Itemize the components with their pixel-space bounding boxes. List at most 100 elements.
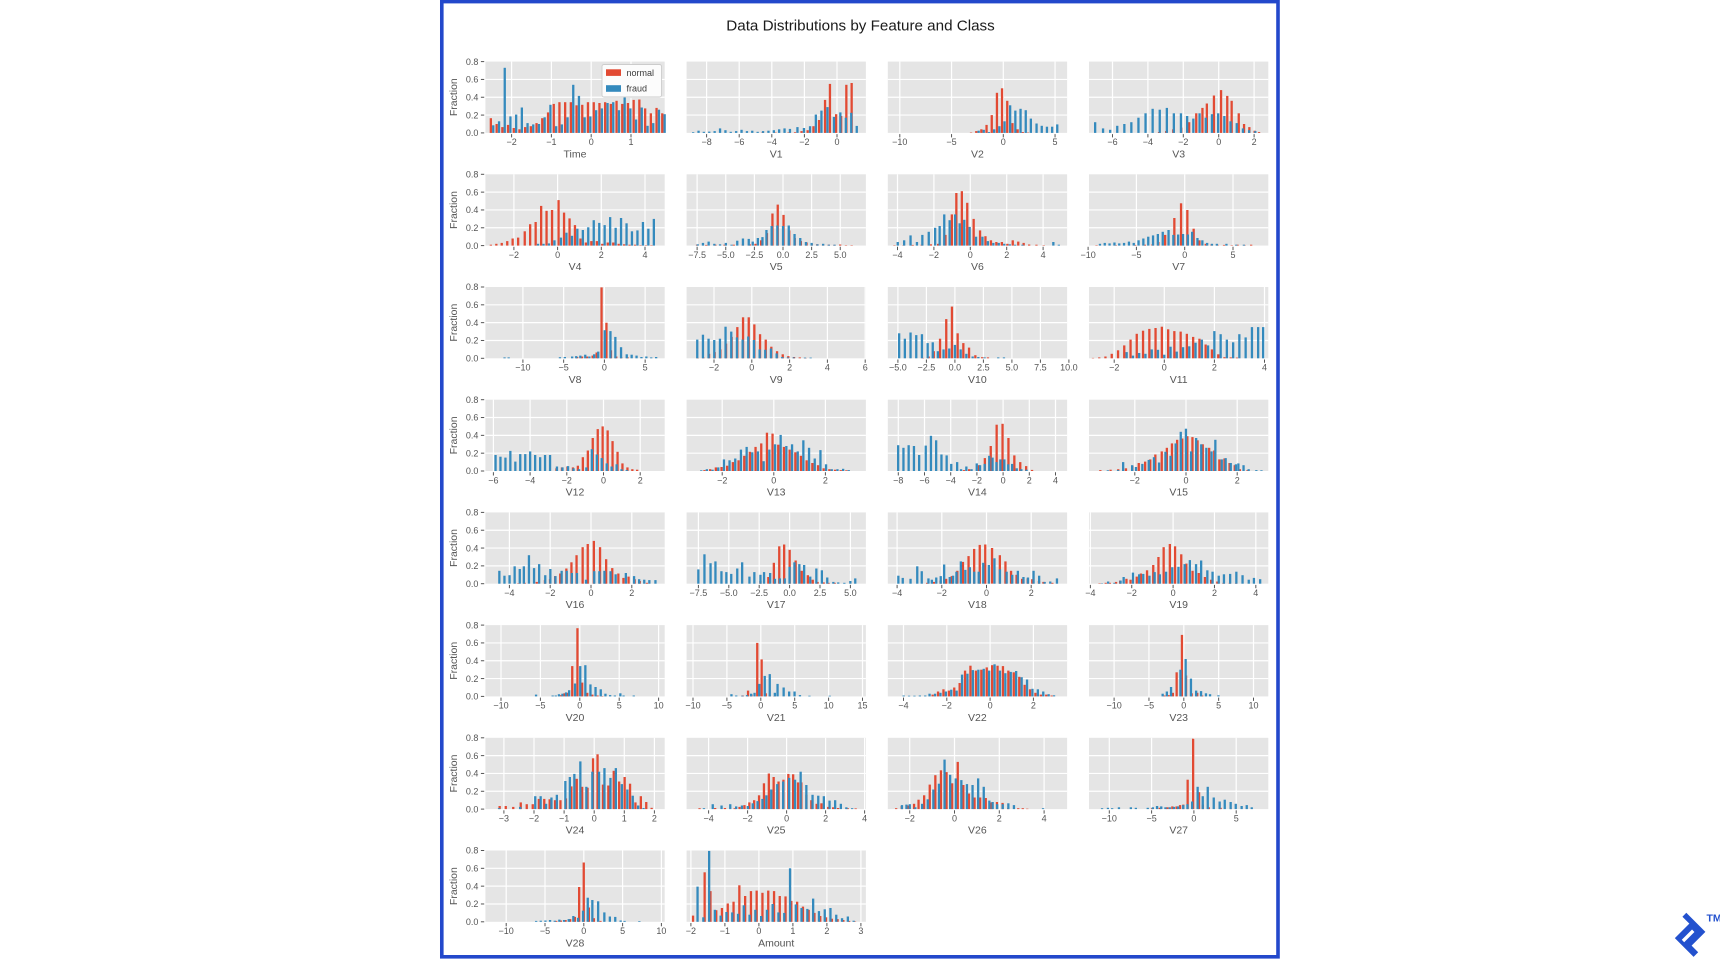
svg-text:−2: −2 (937, 588, 947, 598)
svg-text:fraud: fraud (627, 84, 648, 94)
svg-text:2: 2 (824, 926, 829, 936)
svg-text:V1: V1 (770, 148, 783, 160)
svg-text:0.0: 0.0 (466, 917, 479, 927)
svg-text:0.2: 0.2 (466, 448, 479, 458)
svg-text:2: 2 (1252, 137, 1257, 147)
svg-text:−4: −4 (946, 475, 956, 485)
svg-text:0.0: 0.0 (783, 588, 796, 598)
svg-text:5: 5 (1230, 250, 1235, 260)
svg-text:5.0: 5.0 (844, 588, 857, 598)
svg-text:V18: V18 (968, 599, 987, 611)
svg-text:V4: V4 (569, 261, 582, 273)
svg-text:0.4: 0.4 (466, 656, 479, 666)
svg-text:0.6: 0.6 (466, 638, 479, 648)
svg-text:−2: −2 (1109, 363, 1119, 373)
svg-text:−5: −5 (722, 701, 732, 711)
svg-text:0.6: 0.6 (466, 413, 479, 423)
svg-text:−2: −2 (1130, 475, 1140, 485)
svg-text:0.6: 0.6 (466, 751, 479, 761)
svg-text:0.8: 0.8 (466, 282, 479, 292)
svg-text:0.0: 0.0 (466, 241, 479, 251)
svg-text:−10: −10 (1102, 813, 1117, 823)
svg-text:0.0: 0.0 (466, 354, 479, 364)
svg-text:5.0: 5.0 (1006, 363, 1019, 373)
svg-text:0: 0 (756, 926, 761, 936)
svg-text:−2: −2 (1127, 588, 1137, 598)
svg-text:0: 0 (834, 137, 839, 147)
svg-text:V22: V22 (968, 712, 987, 724)
svg-text:−5: −5 (946, 137, 956, 147)
svg-text:0: 0 (602, 363, 607, 373)
svg-text:−10: −10 (685, 701, 700, 711)
svg-text:V15: V15 (1169, 487, 1188, 499)
svg-text:−10: −10 (892, 137, 907, 147)
svg-text:0.8: 0.8 (466, 57, 479, 67)
svg-text:4: 4 (1253, 588, 1258, 598)
svg-text:0: 0 (968, 250, 973, 260)
svg-text:−2: −2 (742, 813, 752, 823)
svg-text:−6: −6 (919, 475, 929, 485)
svg-text:V12: V12 (566, 487, 585, 499)
svg-text:Fraction: Fraction (448, 78, 460, 116)
svg-text:−10: −10 (1080, 250, 1095, 260)
svg-text:5: 5 (792, 701, 797, 711)
svg-text:0: 0 (1162, 363, 1167, 373)
svg-text:0.0: 0.0 (466, 579, 479, 589)
svg-text:0.8: 0.8 (466, 508, 479, 518)
svg-text:Amount: Amount (758, 937, 794, 949)
svg-text:1: 1 (790, 926, 795, 936)
svg-text:0.6: 0.6 (466, 300, 479, 310)
svg-text:Time: Time (564, 148, 587, 160)
svg-text:−10: −10 (515, 363, 530, 373)
svg-text:−2: −2 (717, 475, 727, 485)
svg-text:−2: −2 (905, 813, 915, 823)
svg-text:−10: −10 (499, 926, 514, 936)
svg-text:V14: V14 (968, 487, 987, 499)
svg-text:5: 5 (1216, 701, 1221, 711)
svg-text:V26: V26 (968, 825, 987, 837)
svg-text:5: 5 (617, 701, 622, 711)
svg-text:2.5: 2.5 (814, 588, 827, 598)
svg-text:10: 10 (824, 701, 834, 711)
svg-text:−4: −4 (504, 588, 514, 598)
svg-text:2: 2 (652, 813, 657, 823)
svg-text:0.4: 0.4 (466, 205, 479, 215)
svg-text:−4: −4 (898, 701, 908, 711)
svg-text:−8: −8 (701, 137, 711, 147)
svg-text:normal: normal (627, 68, 655, 78)
svg-text:−2: −2 (709, 363, 719, 373)
svg-text:2: 2 (787, 363, 792, 373)
svg-text:0: 0 (588, 588, 593, 598)
svg-text:−1: −1 (559, 813, 569, 823)
svg-text:0.4: 0.4 (466, 769, 479, 779)
svg-text:0: 0 (984, 588, 989, 598)
svg-text:0.2: 0.2 (466, 110, 479, 120)
svg-text:V3: V3 (1172, 148, 1185, 160)
svg-text:0: 0 (771, 475, 776, 485)
svg-text:−2: −2 (799, 137, 809, 147)
svg-text:V19: V19 (1169, 599, 1188, 611)
svg-text:0: 0 (988, 701, 993, 711)
svg-text:−2: −2 (942, 701, 952, 711)
svg-text:2: 2 (638, 475, 643, 485)
svg-text:0: 0 (589, 137, 594, 147)
svg-text:0.8: 0.8 (466, 733, 479, 743)
svg-text:0.6: 0.6 (466, 75, 479, 85)
svg-text:0: 0 (1181, 701, 1186, 711)
svg-text:−4: −4 (1085, 588, 1095, 598)
svg-text:4: 4 (1262, 363, 1267, 373)
svg-text:V23: V23 (1169, 712, 1188, 724)
svg-text:−8: −8 (893, 475, 903, 485)
svg-text:0: 0 (758, 701, 763, 711)
svg-text:−4: −4 (892, 250, 902, 260)
svg-text:0.2: 0.2 (466, 674, 479, 684)
svg-text:V21: V21 (767, 712, 786, 724)
svg-text:V13: V13 (767, 487, 786, 499)
svg-text:V9: V9 (770, 374, 783, 386)
svg-text:2.5: 2.5 (805, 250, 818, 260)
svg-text:0.8: 0.8 (466, 170, 479, 180)
svg-text:Fraction: Fraction (448, 303, 460, 341)
svg-text:0.0: 0.0 (466, 692, 479, 702)
svg-text:−5: −5 (558, 363, 568, 373)
svg-text:2: 2 (1212, 588, 1217, 598)
